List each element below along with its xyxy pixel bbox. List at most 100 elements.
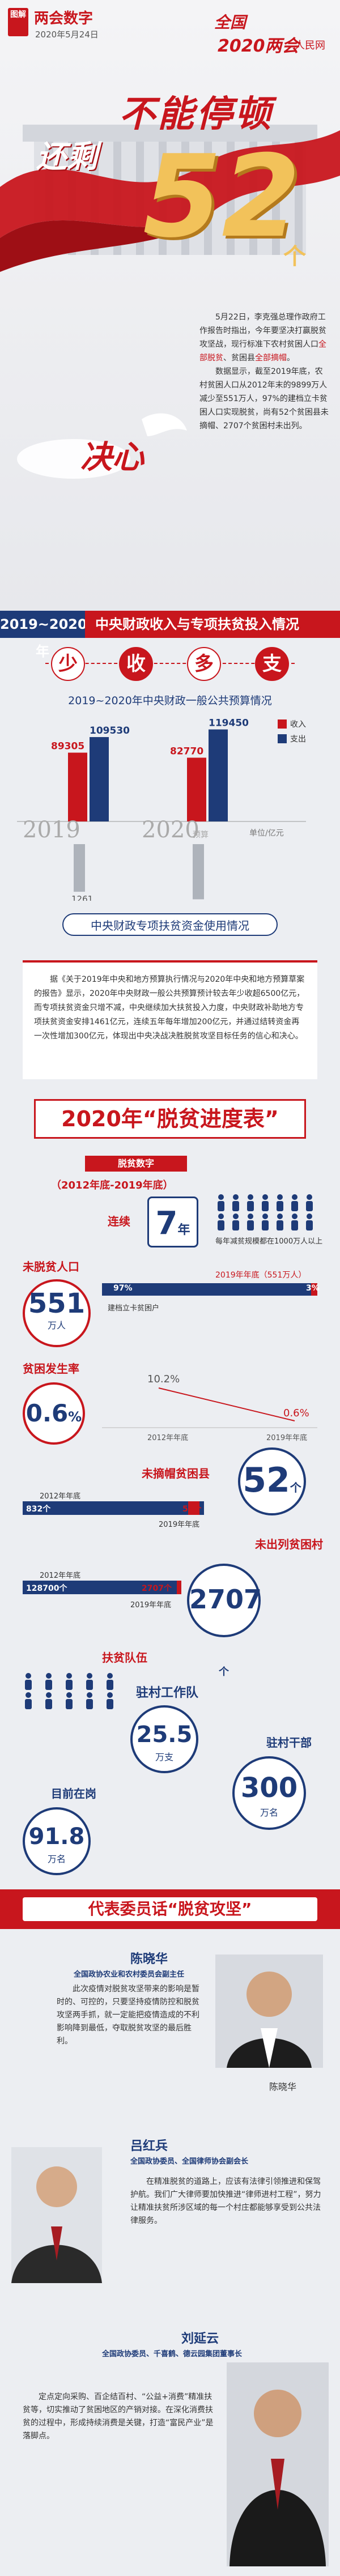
person-icon-body [306, 1201, 313, 1211]
streak-value-box: 7年 [147, 1197, 198, 1247]
bar-2019-支出 [90, 737, 109, 821]
village-bar-2012 [23, 1581, 181, 1594]
bar-label-2019-支出: 109530 [90, 725, 130, 736]
person-icon [233, 1214, 239, 1219]
legend-expense-swatch [278, 734, 287, 743]
unit-label: 单位/亿元 [249, 829, 284, 838]
rep1-title: 全国政协农业和农村委员会副主任 [74, 1970, 185, 1979]
inc-2019-value: 0.6% [283, 1407, 309, 1419]
active-label: 目前在岗 [51, 1787, 96, 1800]
person-icon [66, 1673, 72, 1679]
person-icon-body [86, 1680, 93, 1690]
county-bar-2019 [188, 1501, 199, 1515]
inc-2012-value: 10.2% [147, 1373, 180, 1385]
person-icon-body [66, 1680, 73, 1690]
poor-bar-fill [102, 1283, 311, 1296]
poor-pct-3: 3% [306, 1284, 320, 1293]
rep1-text: 此次疫情对脱贫攻坚带来的影响是暂时的、可控的，只要坚持疫情防控和脱贫攻坚两手抓，… [57, 1985, 199, 2046]
person-icon-body [66, 1699, 73, 1709]
person-icon [218, 1194, 224, 1200]
streak-label: 连续 [108, 1215, 130, 1228]
village-label: 未出列贫困村 [255, 1538, 323, 1551]
person-icon [262, 1214, 268, 1219]
team-work-value: 25.5 [136, 1722, 193, 1748]
person-icon [277, 1194, 283, 1200]
person-icon [262, 1194, 268, 1200]
county-2019-label: 2019年年底 [159, 1521, 200, 1529]
bar-label-2020预算-收入: 82770 [170, 746, 203, 757]
person-icon-body [247, 1220, 254, 1230]
person-icon [248, 1194, 253, 1200]
bar-2020预算-收入 [187, 757, 206, 821]
person-icon [248, 1214, 253, 1219]
inc-2019-label: 2019年年底 [266, 1433, 307, 1442]
rep1-caption: 陈晓华 [269, 2081, 297, 2092]
section3-header: 代表委员话“脱贫攻坚” [0, 1889, 340, 1929]
person-icon-body [218, 1201, 224, 1211]
village-2019-label: 2019年年底 [130, 1601, 172, 1610]
person-icon-body [86, 1699, 93, 1709]
poor-bar [102, 1283, 317, 1296]
person-icon-body [232, 1220, 239, 1230]
village-2012-label: 2012年年底 [40, 1572, 81, 1580]
person-icon-body [291, 1201, 298, 1211]
team-label: 扶贫队伍 [102, 1651, 147, 1664]
rep-card-3: 刘延云 全国政协委员、千喜鹤、德云园集团董事长 定点定向采购、百企结百村、“公益… [0, 2328, 340, 2572]
village-unit: 个 [219, 1666, 229, 1678]
rep3-name: 刘延云 [181, 2332, 219, 2346]
person-icon [218, 1214, 224, 1219]
county-bar-2012 [23, 1501, 204, 1515]
person-icon-body [291, 1220, 298, 1230]
person-icon-body [277, 1220, 283, 1230]
section1-year: 2019~2020年 [0, 611, 87, 659]
fund-usage-title: 中央财政专项扶贫资金使用情况 [62, 913, 278, 936]
tag-badge: 图解 [8, 8, 28, 36]
person-icon-body [107, 1699, 113, 1709]
person-icon-body [262, 1220, 269, 1230]
chip-shou: 收 [119, 647, 153, 681]
rep2-portrait [11, 2147, 102, 2283]
year-2019: 2019 [23, 817, 80, 843]
rep2-text: 在精准脱贫的道路上，应该有法律引领推进和保驾护航。我们广大律师要加快推进“律师进… [130, 2177, 321, 2225]
bar-label-2019-收入: 89305 [51, 741, 84, 752]
bar-2020预算-支出 [209, 729, 228, 821]
person-icon-body [262, 1201, 269, 1211]
person-icon [46, 1673, 52, 1679]
intro-paragraph-2: 数据显示，截至2019年底，农村贫困人口从2012年末的9899万人减少至551… [199, 367, 329, 431]
red-flag-illustration [0, 130, 340, 272]
person-icon [292, 1194, 298, 1200]
incidence-chart: 10.2% 0.6% 2012年年底 2019年年底 [102, 1373, 317, 1442]
person-icon [307, 1194, 312, 1200]
resolve-heading: 决心 [80, 439, 144, 476]
team-work-label: 驻村工作队 [136, 1686, 199, 1700]
county-2012-value: 832个 [26, 1505, 51, 1514]
rep2-name: 吕红兵 [130, 2139, 168, 2153]
rep3-portrait [227, 2362, 329, 2566]
team-work-unit: 万支 [155, 1752, 173, 1762]
person-icon [46, 1692, 52, 1698]
person-icon [87, 1692, 92, 1698]
rep1-name: 陈晓华 [130, 1952, 168, 1966]
publish-date: 2020年5月24日 [35, 29, 99, 40]
fund-bar-2020预算 [193, 844, 204, 900]
cadre-circle: 300 万名 [232, 1756, 306, 1830]
budget-paragraph: 据《关于2019年中央和地方预算执行情况与2020年中央和地方预算草案的报告》显… [23, 960, 317, 1079]
poor-value: 551 [28, 1288, 86, 1319]
county-circle: 52个 [238, 1447, 306, 1515]
village-2012-value: 128700个 [26, 1584, 67, 1593]
year-2020-suffix: 预算 [193, 831, 209, 840]
incidence-value: 0.6 [26, 1399, 69, 1427]
logo-line2: 2020两会 [218, 36, 299, 56]
village-2019-value: 2707个 [142, 1584, 172, 1593]
county-2019-value: 52个 [182, 1505, 202, 1514]
village-value: 2707 [189, 1584, 262, 1615]
rep1-portrait [215, 1955, 323, 2068]
incidence-label: 贫困发生率 [23, 1362, 79, 1376]
person-icon [26, 1673, 31, 1679]
fund-bar-2019 [74, 844, 85, 892]
person-icon [107, 1673, 113, 1679]
poor-circle: 551 万人 [23, 1279, 91, 1347]
cadre-value: 300 [240, 1772, 298, 1804]
county-unit: 个 [290, 1481, 301, 1494]
